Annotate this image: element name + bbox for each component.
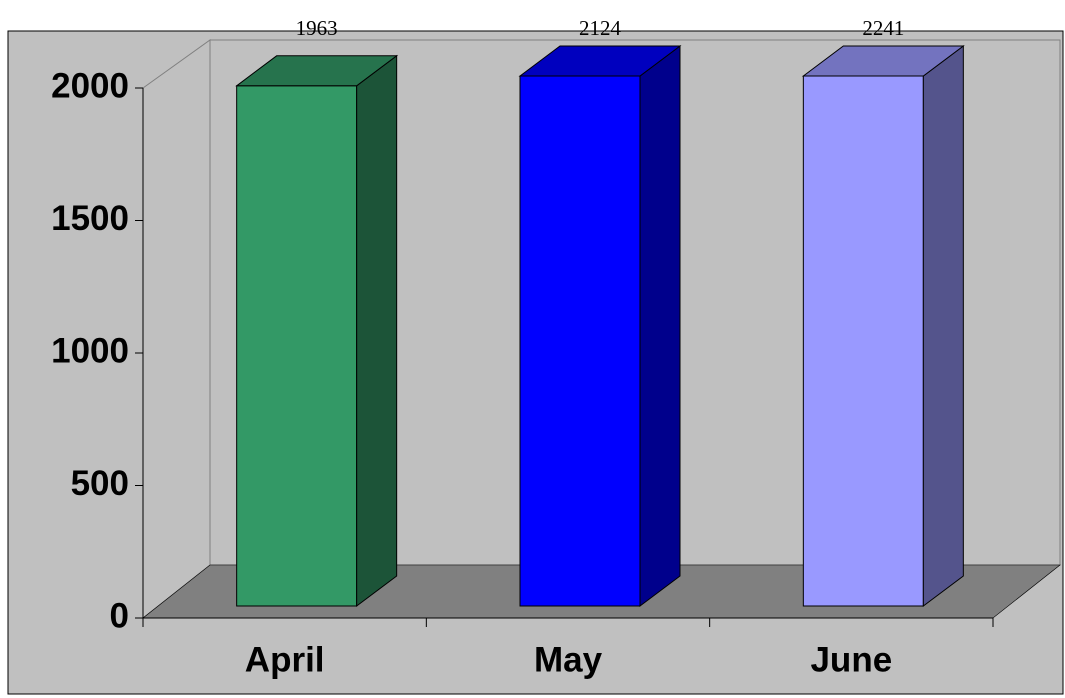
bar-top (518, 45, 682, 77)
y-tick-label: 2000 (51, 66, 129, 105)
bar (519, 75, 641, 607)
y-tick-label: 500 (71, 464, 129, 503)
y-tick-label: 1500 (51, 199, 129, 238)
side-wall (142, 39, 211, 620)
bar-top (235, 55, 399, 87)
value-label: 1963 (296, 16, 338, 40)
x-tick-label: May (534, 640, 603, 679)
bar-side (356, 54, 398, 607)
y-tick-label: 0 (110, 596, 129, 635)
value-label: 2241 (862, 16, 904, 40)
bar-top (801, 45, 965, 77)
x-tick-label: April (245, 640, 325, 679)
bar-side (922, 45, 964, 607)
y-tick-label: 1000 (51, 331, 129, 370)
bar (236, 85, 358, 607)
value-label: 2124 (579, 16, 622, 40)
x-tick-label: June (810, 640, 892, 679)
bar-side (639, 45, 681, 607)
bar (802, 75, 924, 607)
